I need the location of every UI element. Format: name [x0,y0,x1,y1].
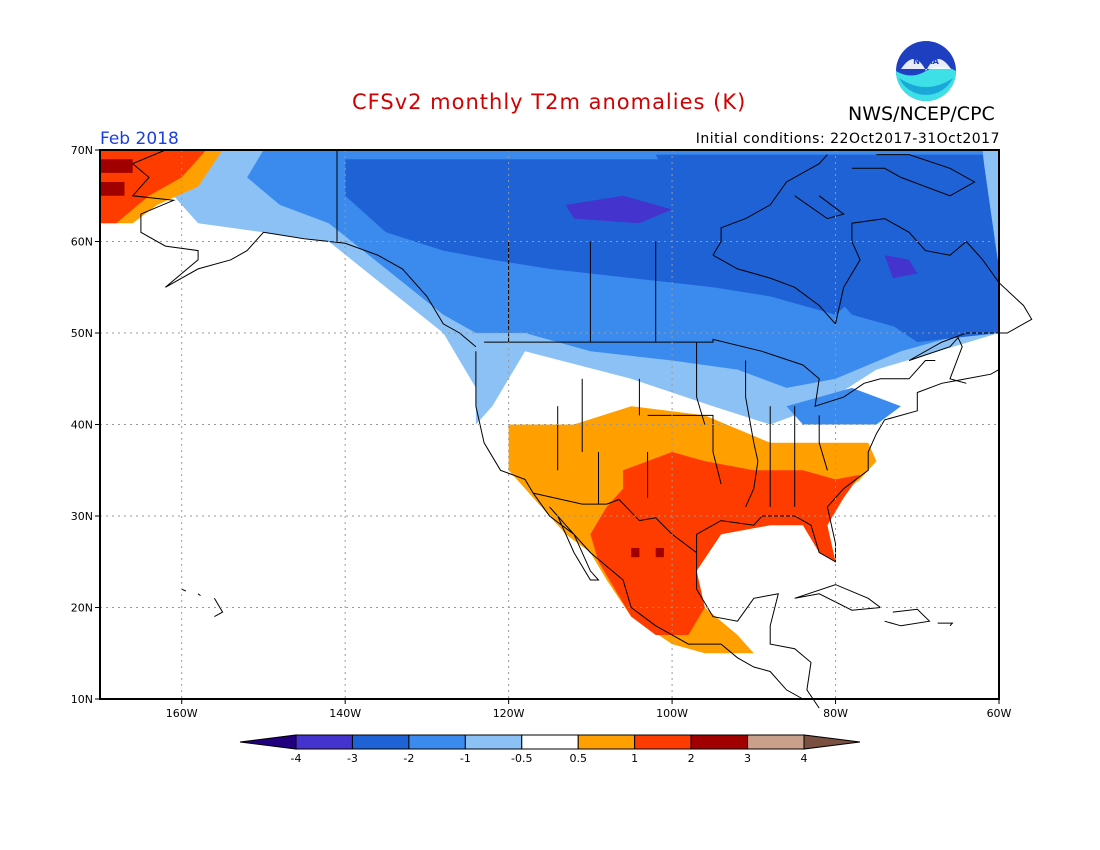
coastline-1 [696,552,820,709]
colorbar-box-6 [634,734,692,750]
lon-label-4: 80W [823,707,848,720]
lon-label-5: 60W [987,707,1012,720]
coastline-15 [884,608,931,627]
colorbar-box-3 [464,734,523,750]
anomaly-patch-15 [100,182,125,196]
anomaly-patch-5 [565,195,673,224]
lat-label-5: 20N [71,602,93,615]
lat-label-3: 40N [71,419,93,432]
map-title: CFSv2 monthly T2m anomalies (K) [352,90,747,114]
coastline-12 [851,154,976,197]
anomaly-patch-11 [655,548,664,558]
colorbar-box-5 [577,734,636,750]
coastline-11 [712,154,828,256]
colorbar-label-4: -0.5 [511,752,532,765]
graticule [100,150,999,699]
colorbar-label-9: 4 [801,752,808,765]
colorbar-label-1: -3 [347,752,358,765]
latitude-labels: 70N 60N 50N 40N 30N 20N 10N [71,144,100,706]
coastline-4 [484,338,936,407]
coastline-16 [937,622,954,627]
colorbar-arrow-low [239,734,297,750]
coastline-29 [197,593,201,596]
anomaly-cells [100,150,1000,654]
coastline-10 [712,218,1033,384]
colorbar-label-0: -4 [291,752,302,765]
noaa-logo-text: NOAA [913,57,939,66]
coastline-30 [181,588,187,592]
coastline-17 [647,414,722,485]
colorbar-labels: -4 -3 -2 -1 -0.5 0.5 1 2 3 4 [291,752,808,765]
coastline-3 [533,492,697,554]
colorbar-label-2: -2 [403,752,414,765]
coastlines [131,149,1033,709]
agency-label: NWS/NCEP/CPC [848,103,995,125]
colorbar-arrow-high [803,734,861,750]
anomaly-patch-10 [631,548,640,558]
colorbar-box-4 [521,734,579,750]
lon-label-1: 140W [329,707,361,720]
colorbar-box-1 [351,734,410,750]
coastline-23 [696,342,706,425]
longitude-labels: 160W 140W 120W 100W 80W 60W [166,699,1012,720]
anomaly-patch-6 [884,255,918,279]
colorbar-box-8 [747,734,805,750]
lat-label-4: 30N [71,510,93,523]
colorbar-box-0 [295,734,353,750]
lon-label-3: 100W [656,707,688,720]
period-label: Feb 2018 [100,129,179,149]
lat-label-6: 10N [71,693,93,706]
colorbar-label-3: -1 [460,752,471,765]
noaa-logo: NOAA [896,41,956,101]
lat-label-2: 50N [71,327,93,340]
anomaly-patch-9 [590,452,861,635]
lat-label-1: 60N [71,236,93,249]
colorbar-label-6: 1 [631,752,638,765]
coastline-26 [818,415,828,471]
colorbar-box-7 [690,734,749,750]
initial-conditions-label: Initial conditions: 22Oct2017-31Oct2017 [695,131,1000,147]
lat-label-0: 70N [71,144,93,157]
anomaly-patch-4 [876,259,999,343]
lon-label-0: 160W [166,707,198,720]
anomaly-patch-7 [786,387,901,425]
coastline-28 [213,598,224,618]
anomaly-patch-14 [100,159,133,173]
colorbar-label-5: 0.5 [569,752,587,765]
colorbar-label-8: 3 [744,752,751,765]
coastline-24 [745,360,759,508]
colorbar-boxes [239,734,861,750]
coastline-2 [696,369,1000,563]
colorbar-label-7: 2 [688,752,695,765]
colorbar-box-2 [408,734,466,750]
coastline-5 [131,149,477,348]
lon-label-2: 120W [493,707,525,720]
